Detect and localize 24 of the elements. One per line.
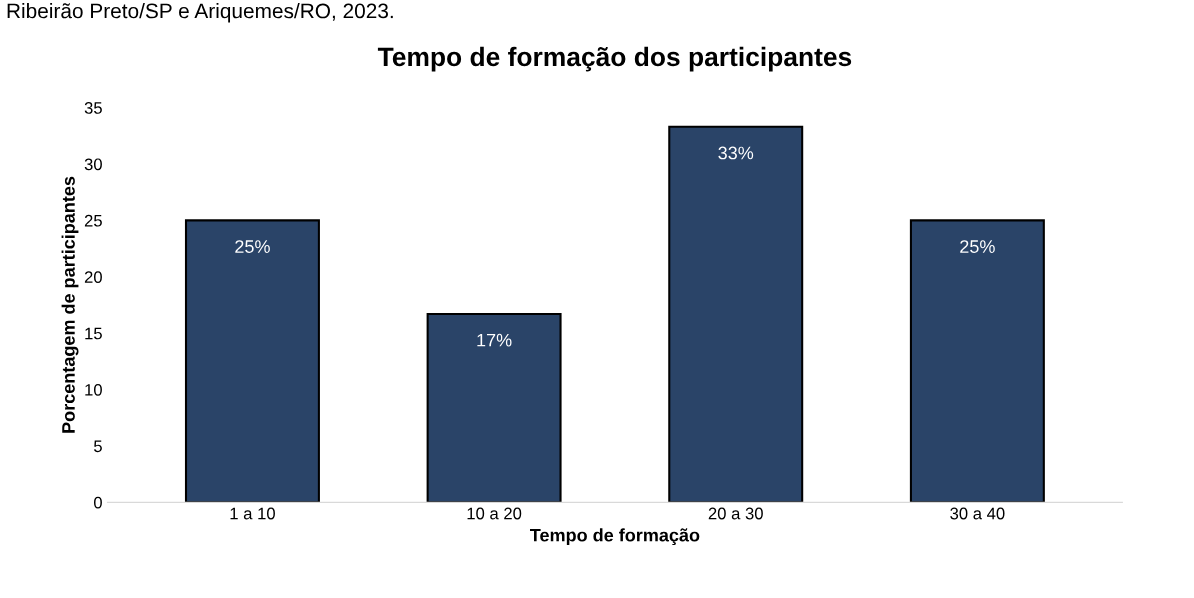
y-tick-label: 30 [84, 158, 102, 171]
x-tick-label: 20 a 30 [708, 507, 763, 520]
text: Ribeirão Preto/SP e Ariquemes/RO, 2023. [7, 2, 393, 23]
y-tick-label: 0 [93, 496, 102, 509]
x-tick-label: 30 a 40 [950, 507, 1005, 520]
data-label: 17% [477, 333, 512, 347]
bar [668, 125, 804, 503]
chart-title: Tempo de formação dos participantes [377, 46, 852, 72]
y-tick-label: 10 [85, 383, 102, 396]
y-tick-label: 15 [85, 327, 102, 340]
bar [909, 219, 1045, 503]
data-label: 25% [960, 240, 995, 253]
y-tick-label: 35 [84, 102, 102, 114]
x-tick-label: 1 a 10 [230, 507, 275, 520]
y-tick-label: 20 [84, 271, 102, 283]
y-axis-title: Porcentagem de participantes [61, 176, 79, 433]
y-tick-label: 25 [84, 214, 102, 227]
data-label: 25% [235, 240, 270, 253]
x-tick-label: 10 a 20 [467, 507, 522, 520]
bar [184, 219, 320, 503]
x-axis-title: Tempo de formação [530, 528, 700, 546]
bar [426, 312, 562, 503]
data-label: 33% [718, 146, 754, 160]
y-tick-label: 5 [94, 440, 102, 453]
